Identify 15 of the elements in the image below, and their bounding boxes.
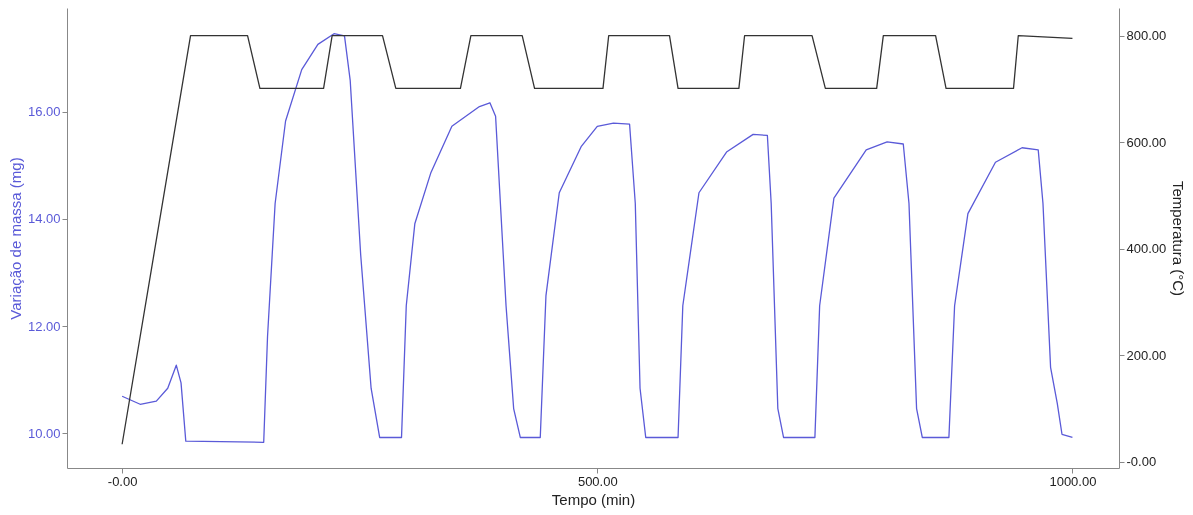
y2-tick-label: 200.00 [1126, 347, 1167, 363]
y2-tick-label: 400.00 [1126, 241, 1167, 257]
x-tick-label: 500.00 [577, 473, 618, 489]
y2-tick-label: 800.00 [1126, 28, 1167, 44]
x-tick-label: -0.00 [107, 473, 138, 489]
x-axis-title: Tempo (min) [551, 490, 636, 508]
y2-tick-label: -0.00 [1126, 454, 1157, 470]
y-tick-label: 16.00 [27, 104, 61, 120]
y2-axis-title: Temperatura (°C) [1170, 180, 1188, 297]
y-axis-title: Variação de massa (mg) [6, 157, 24, 320]
y-tick-label: 14.00 [27, 211, 61, 227]
x-tick-label: 1000.00 [1049, 473, 1097, 489]
y-tick-label: 10.00 [27, 425, 61, 441]
y-tick-label: 12.00 [27, 318, 61, 334]
y2-tick-label: 600.00 [1126, 134, 1167, 150]
